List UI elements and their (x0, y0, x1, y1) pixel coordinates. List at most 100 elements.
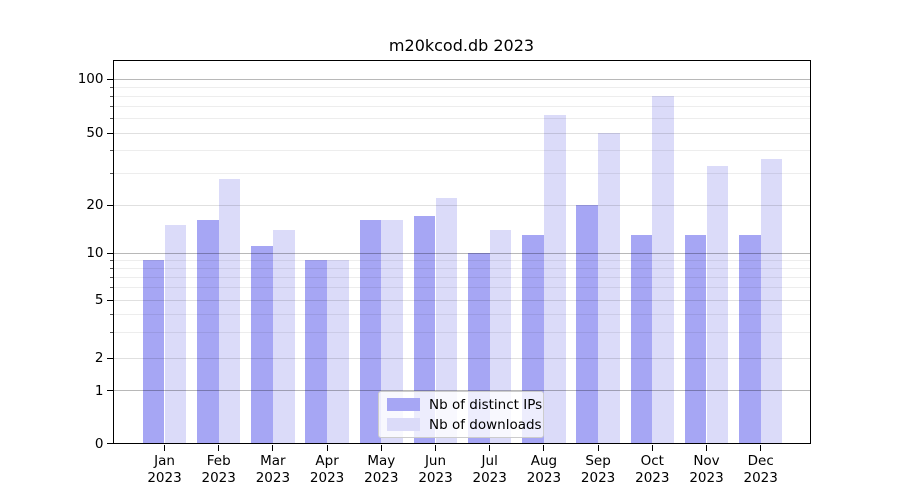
gridline-minor-70 (114, 106, 810, 108)
y-minor-tick-7 (109, 276, 113, 278)
y-tick-label-0: 0 (94, 435, 104, 452)
y-tick-label-2: 2 (94, 350, 104, 366)
bar-distinct-ips-oct (630, 234, 653, 444)
bar-downloads-jun (435, 197, 458, 444)
x-tick-label-jan: Jan 2023 (147, 453, 182, 486)
bar-downloads-nov (706, 165, 729, 444)
y-tick-50 (106, 132, 113, 134)
gridline-minor-4 (114, 313, 810, 315)
x-tick-label-aug: Aug 2023 (526, 453, 562, 486)
x-tick-label-oct: Oct 2023 (635, 453, 670, 486)
y-minor-tick-6 (109, 287, 113, 289)
gridline-minor-6 (114, 287, 810, 289)
bar-distinct-ips-apr (305, 260, 328, 444)
legend-entry-distinct-ips: Nb of distinct IPs (387, 397, 542, 413)
x-tick-label-apr: Apr 2023 (309, 453, 345, 486)
y-tick-1 (106, 390, 113, 391)
y-minor-tick-90 (109, 86, 113, 88)
gridline-20 (114, 204, 810, 206)
y-tick-2 (106, 357, 113, 359)
x-tick-oct (651, 444, 653, 451)
gridline-minor-80 (114, 95, 810, 97)
x-tick-aug (543, 444, 545, 451)
x-tick-jul (489, 444, 491, 451)
gridline-5 (114, 299, 810, 301)
y-tick-0 (106, 443, 113, 444)
y-minor-tick-80 (109, 95, 113, 97)
bar-distinct-ips-may (359, 220, 382, 444)
y-tick-5 (106, 299, 113, 301)
y-minor-tick-30 (109, 172, 113, 174)
bar-downloads-feb (218, 178, 241, 444)
gridline-1 (114, 390, 810, 391)
legend-swatch-downloads (387, 418, 420, 431)
gridline-minor-9 (114, 259, 810, 261)
bar-downloads-jul (489, 229, 512, 444)
x-tick-label-jun: Jun 2023 (418, 453, 453, 486)
x-tick-jan (164, 444, 165, 451)
y-tick-label-100: 100 (77, 71, 104, 87)
bar-distinct-ips-sep (576, 205, 599, 444)
x-tick-label-sep: Sep 2023 (580, 453, 616, 486)
y-minor-tick-4 (109, 313, 113, 315)
bar-downloads-jan (164, 224, 187, 444)
bar-distinct-ips-nov (684, 234, 707, 444)
legend-label-downloads: Nb of downloads (429, 416, 542, 433)
x-tick-mar (272, 444, 274, 451)
y-minor-tick-9 (109, 259, 113, 261)
y-minor-tick-3 (109, 331, 113, 333)
bar-downloads-aug (543, 114, 566, 444)
y-tick-100 (106, 78, 113, 80)
gridline-100 (114, 78, 810, 80)
bar-downloads-mar (272, 229, 295, 444)
y-tick-label-20: 20 (86, 197, 104, 213)
bar-downloads-may (381, 220, 403, 444)
gridline-10 (114, 252, 810, 254)
gridline-minor-60 (114, 118, 810, 120)
gridline-minor-8 (114, 267, 810, 269)
legend: Nb of distinct IPs Nb of downloads (378, 391, 544, 438)
x-tick-label-nov: Nov 2023 (689, 453, 724, 486)
gridline-minor-7 (114, 276, 810, 278)
y-minor-tick-40 (109, 150, 113, 152)
gridline-50 (114, 132, 810, 134)
chart-title: m20kcod.db 2023 (388, 36, 535, 55)
gridline-minor-3 (114, 331, 810, 333)
x-tick-sep (597, 444, 599, 451)
bar-distinct-ips-jan (142, 260, 165, 444)
legend-swatch-distinct-ips (387, 398, 420, 411)
bar-distinct-ips-jun (413, 216, 436, 444)
y-tick-label-5: 5 (94, 292, 104, 308)
y-tick-label-10: 10 (86, 245, 104, 261)
bar-distinct-ips-mar (251, 246, 273, 444)
bar-downloads-oct (652, 96, 674, 444)
x-tick-label-mar: Mar 2023 (255, 453, 291, 486)
x-tick-dec (760, 444, 762, 451)
x-tick-jun (435, 444, 436, 451)
bar-downloads-dec (760, 158, 783, 444)
x-tick-may (380, 444, 382, 451)
bar-downloads-apr (327, 260, 349, 444)
y-minor-tick-70 (109, 106, 113, 108)
y-tick-label-1: 1 (94, 382, 104, 399)
y-minor-tick-60 (109, 118, 113, 120)
x-tick-label-feb: Feb 2023 (201, 453, 236, 486)
bar-distinct-ips-feb (197, 220, 219, 444)
y-minor-tick-8 (109, 267, 113, 269)
y-tick-10 (106, 252, 113, 254)
legend-label-distinct-ips: Nb of distinct IPs (429, 396, 543, 413)
y-tick-label-50: 50 (86, 125, 104, 141)
gridline-2 (114, 357, 810, 359)
x-tick-apr (326, 444, 328, 451)
x-tick-label-jul: Jul 2023 (472, 453, 507, 486)
x-tick-nov (706, 444, 707, 451)
y-tick-20 (106, 204, 113, 206)
bar-downloads-sep (598, 133, 620, 444)
x-tick-feb (218, 444, 220, 451)
legend-entry-downloads: Nb of downloads (387, 417, 542, 433)
x-tick-label-dec: Dec 2023 (743, 453, 778, 486)
bar-distinct-ips-dec (739, 234, 761, 444)
gridline-minor-90 (114, 86, 810, 88)
